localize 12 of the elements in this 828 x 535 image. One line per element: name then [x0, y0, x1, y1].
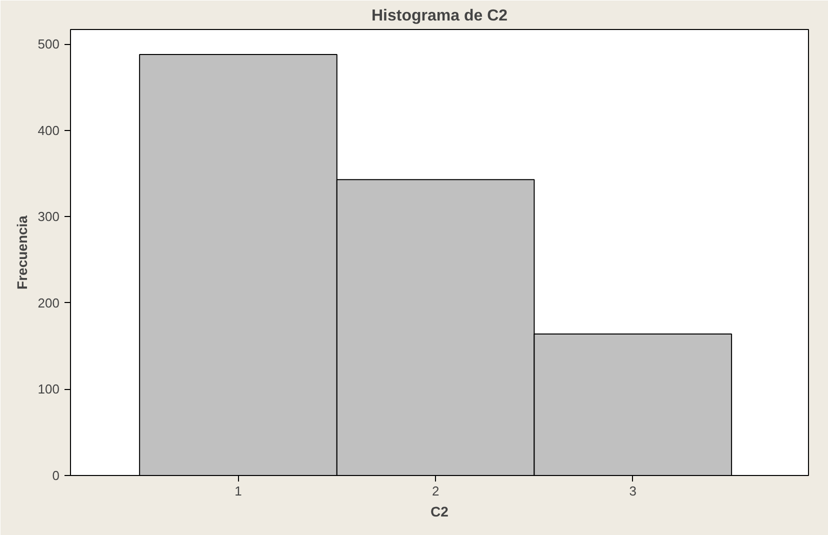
y-tick-label: 300 — [38, 209, 60, 224]
y-tick-label: 200 — [38, 295, 60, 310]
y-tick-label: 0 — [52, 468, 60, 483]
y-axis-title: Frecuencia — [14, 215, 30, 290]
y-tick-label: 500 — [38, 36, 60, 52]
y-tick-label: 100 — [38, 382, 60, 397]
y-tick-label: 400 — [38, 122, 60, 138]
x-axis-title: C2 — [430, 504, 449, 520]
chart-title: Histograma de C2 — [371, 8, 508, 24]
x-tick-label: 3 — [629, 484, 636, 498]
x-tick-label: 1 — [234, 484, 242, 498]
x-tick-label: 2 — [432, 484, 440, 498]
